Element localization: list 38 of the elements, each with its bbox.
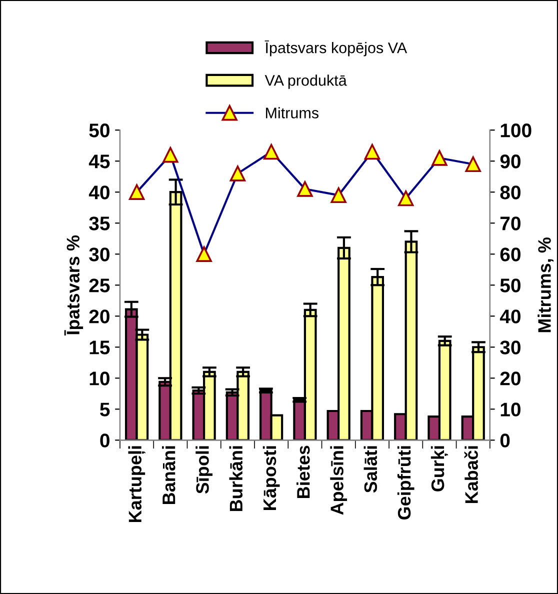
y-tick-label: 40 — [88, 186, 110, 200]
y-tick-label: 10 — [90, 372, 110, 386]
y-tick-label: 30 — [89, 248, 110, 262]
x-tick-label: Salāti — [364, 446, 378, 493]
y-tick-label: 25 — [89, 278, 110, 292]
y-tick-label: 5 — [100, 402, 110, 416]
y2-tick-label: 40 — [500, 310, 520, 324]
y-tick-label: 0 — [100, 434, 110, 448]
legend-label: VA produktā — [264, 74, 347, 89]
y2-tick-label: 10 — [500, 402, 520, 416]
y2-axis-title: Mitrums, % — [538, 237, 554, 332]
y2-tick-label: 70 — [500, 216, 520, 230]
x-tick-label: Burkāni — [229, 446, 243, 512]
legend-label: Mitrums — [266, 107, 318, 118]
y2-tick-label: 90 — [500, 154, 520, 168]
x-tick-label: Banāni — [162, 446, 176, 504]
y2-tick-label: 0 — [500, 434, 510, 448]
y-tick-label: 20 — [89, 310, 110, 324]
x-tick-label: Kāposti — [262, 446, 280, 510]
x-tick-label: Apelsīni — [330, 446, 347, 515]
x-tick-label: Kartupeļi — [128, 446, 146, 522]
x-tick-label: Bietes — [296, 446, 310, 498]
legend-label: Īpatsvars kopējos VA — [264, 40, 408, 56]
y-tick-label: 45 — [88, 154, 110, 168]
y2-tick-label: 20 — [500, 372, 520, 386]
x-tick-label: Kabači — [464, 446, 478, 504]
x-tick-label: Geipfrūti — [397, 446, 414, 520]
y2-tick-label: 100 — [500, 124, 532, 138]
y-axis-title: Īpatsvars % — [64, 235, 84, 336]
y-tick-label: 50 — [89, 124, 110, 138]
x-tick-label: Sīpoli — [196, 446, 212, 494]
y-tick-label: 15 — [90, 340, 110, 354]
x-tick-label: Gurķi — [430, 446, 448, 492]
y2-tick-label: 30 — [500, 340, 520, 354]
y2-tick-label: 80 — [500, 186, 520, 200]
y-tick-label: 35 — [89, 216, 110, 230]
y2-tick-label: 60 — [500, 248, 520, 262]
y2-tick-label: 50 — [500, 278, 520, 292]
